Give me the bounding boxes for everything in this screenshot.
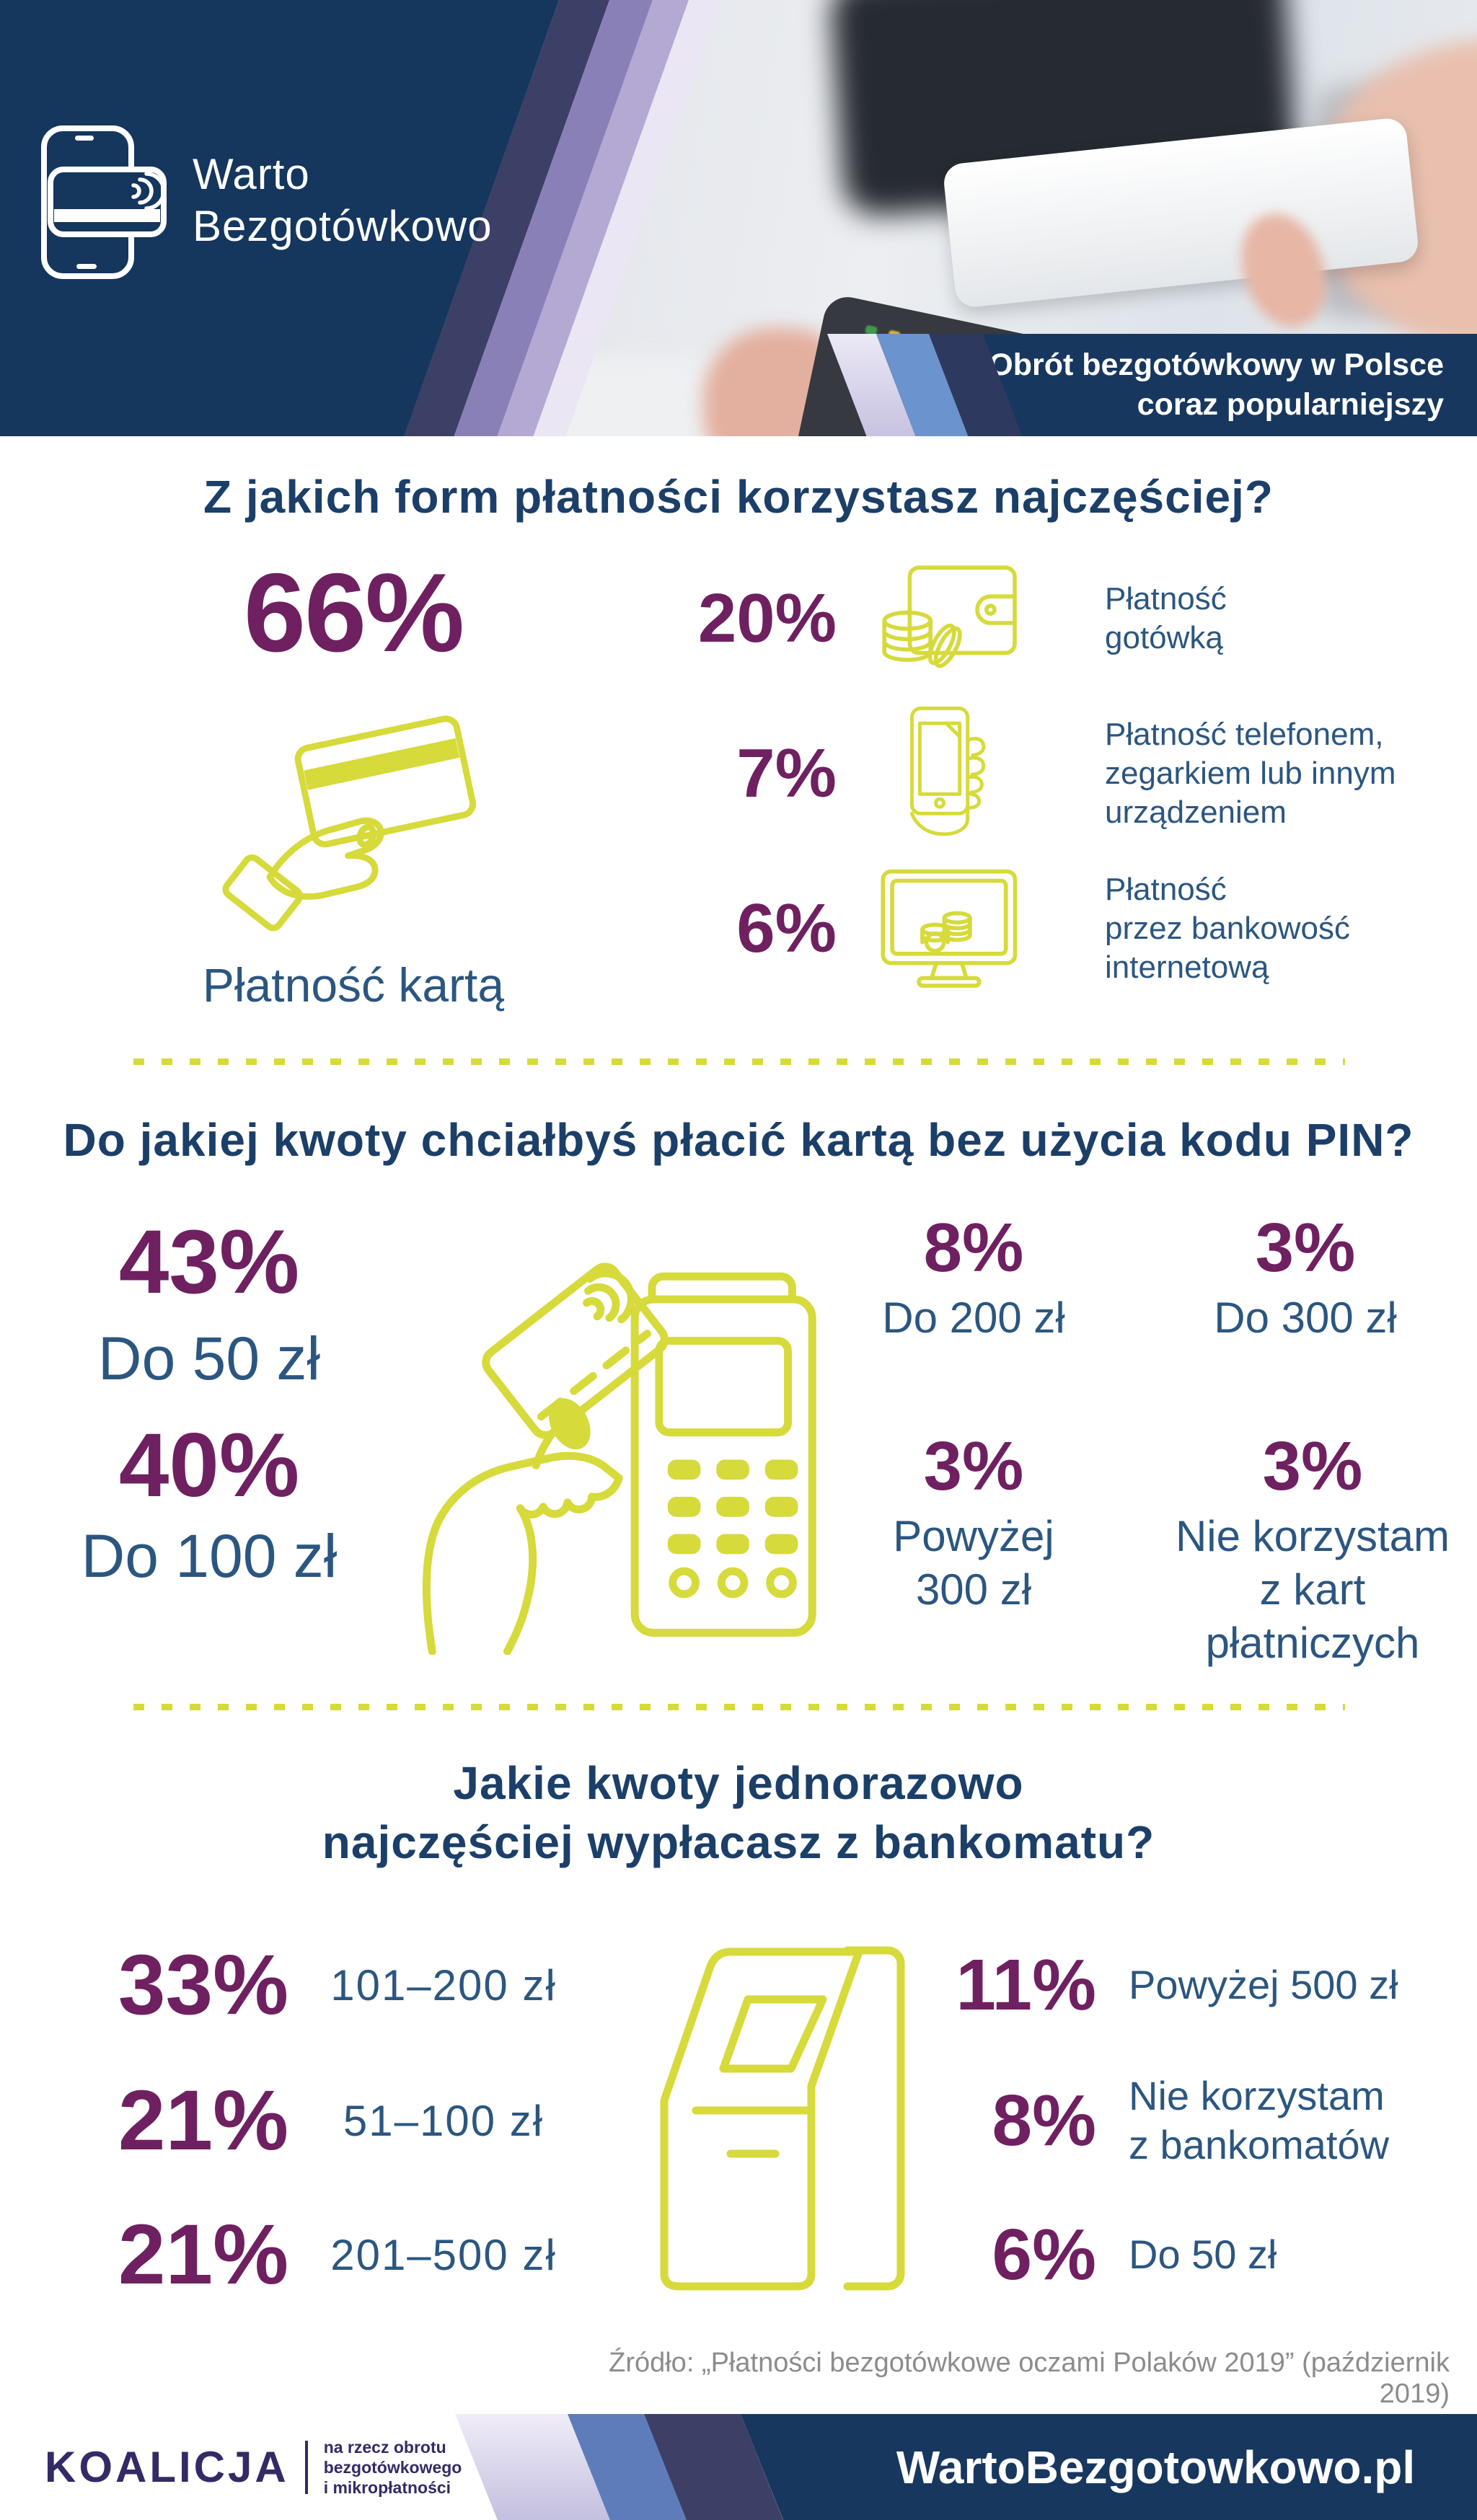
stat-nocards-value: 3% bbox=[1262, 1428, 1363, 1505]
dotted-divider-2 bbox=[133, 1704, 1345, 1710]
stat-atmover500-label: Powyżej 500 zł bbox=[1129, 1962, 1398, 2007]
koalicja-subtitle: na rzecz obrotu bezgotówkowego i mikropł… bbox=[323, 2437, 462, 2497]
atm-icon bbox=[660, 1946, 905, 2291]
stat-pin200-value: 8% bbox=[923, 1209, 1024, 1286]
stat-online-label: Płatność przez bankowość internetową bbox=[1105, 871, 1350, 985]
stat-pin300-label: Do 300 zł bbox=[1214, 1294, 1397, 1342]
stat-pin100-label: Do 100 zł bbox=[81, 1522, 338, 1590]
q2-cell-over300: 3% Powyżej 300 zł bbox=[829, 1426, 1118, 1617]
stat-atm51-value: 21% bbox=[118, 2073, 288, 2168]
phone-speaker-notch bbox=[75, 136, 94, 141]
stat-cash-value: 20% bbox=[697, 580, 837, 657]
q3-row-over500: 11% Powyżej 500 zł bbox=[923, 1924, 1471, 2046]
koalicja-wordmark: KOALICJA bbox=[45, 2443, 289, 2491]
stat-online-value: 6% bbox=[736, 889, 837, 967]
online-banking-monitor-icon bbox=[880, 869, 1017, 988]
contactless-waves-icon bbox=[131, 172, 166, 211]
stat-noatm-label: Nie korzystam z bankomatów bbox=[1129, 2073, 1390, 2167]
q2-cell-300: 3% Do 300 zł bbox=[1161, 1208, 1450, 1345]
q1-row-phone: 7% Płatność telefonem, zegarkiem lub inn… bbox=[620, 698, 1450, 849]
header: Warto Bezgotówkowo Obrót bezgotówkowy w … bbox=[0, 0, 1477, 436]
stat-atm101-value: 33% bbox=[118, 1937, 288, 2033]
website-url: WartoBezgotowkowo.pl bbox=[896, 2441, 1416, 2493]
phone-in-hand-icon bbox=[909, 706, 986, 836]
logo-line1: Warto bbox=[193, 150, 310, 198]
q2-cell-200: 8% Do 200 zł bbox=[829, 1208, 1118, 1345]
footer-navy-bar: WartoBezgotowkowo.pl bbox=[741, 2414, 1477, 2520]
stat-pin200-label: Do 200 zł bbox=[882, 1294, 1065, 1342]
q1-row-online-banking: 6% Płatność bbox=[620, 854, 1450, 1002]
stat-pin50-value: 43% bbox=[118, 1212, 300, 1312]
logo-wordmark: Warto Bezgotówkowo bbox=[193, 149, 493, 252]
question2-heading: Do jakiej kwoty chciałbyś płacić kartą b… bbox=[63, 1114, 1414, 1166]
stat-phone-label: Płatność telefonem, zegarkiem lub innym … bbox=[1105, 717, 1396, 830]
q3-row-51-100: 21% 51–100 zł bbox=[50, 2059, 599, 2182]
stat-atm201-value: 21% bbox=[118, 2207, 288, 2302]
stat-pin100-value: 40% bbox=[118, 1415, 300, 1516]
banner-line2: coraz popularniejszy bbox=[1137, 387, 1444, 422]
q3-row-upto50: 6% Do 50 zł bbox=[923, 2193, 1471, 2316]
phone-home-notch bbox=[76, 264, 97, 269]
stat-card-payment-label: Płatność kartą bbox=[202, 958, 505, 1012]
q1-row-cash: 20% Płatność gotówką bbox=[620, 554, 1450, 684]
koalicja-divider bbox=[304, 2440, 308, 2494]
q3-row-201-500: 21% 201–500 zł bbox=[50, 2193, 599, 2316]
card-in-hand-icon bbox=[222, 715, 476, 932]
stat-atm201-label: 201–500 zł bbox=[330, 2230, 557, 2279]
logo-card-stripe bbox=[54, 209, 160, 222]
warto-bezgotowkowo-logo-icon bbox=[41, 125, 167, 279]
q2-cell-nocards: 3% Nie korzystam z kart płatniczych bbox=[1154, 1426, 1471, 1670]
q3-row-noatm: 8% Nie korzystam z bankomatów bbox=[923, 2059, 1471, 2182]
stat-pinover300-value: 3% bbox=[923, 1428, 1024, 1505]
dotted-divider-1 bbox=[133, 1058, 1345, 1065]
stat-noatm-value: 8% bbox=[992, 2079, 1096, 2161]
stat-nocards-label: Nie korzystam z kart płatniczych bbox=[1175, 1512, 1450, 1667]
stat-atm101-label: 101–200 zł bbox=[330, 1960, 557, 2010]
stat-card-payment-value: 66% bbox=[243, 550, 464, 675]
stat-cash-label: Płatność gotówką bbox=[1105, 581, 1227, 655]
stat-atm50-value: 6% bbox=[992, 2214, 1096, 2295]
source-note: Źródło: „Płatności bezgotówkowe oczami P… bbox=[609, 2348, 1450, 2409]
stat-pinover300-label: Powyżej 300 zł bbox=[893, 1512, 1054, 1614]
stat-pin300-value: 3% bbox=[1255, 1209, 1356, 1286]
stat-phone-value: 7% bbox=[736, 735, 837, 812]
stat-pin50-label: Do 50 zł bbox=[97, 1325, 321, 1392]
logo-line2: Bezgotówkowo bbox=[193, 202, 493, 250]
stat-atm51-label: 51–100 zł bbox=[343, 2096, 544, 2145]
koalicja-logo: KOALICJA na rzecz obrotu bezgotówkowego … bbox=[45, 2414, 462, 2520]
question1-heading: Z jakich form płatności korzystasz najcz… bbox=[203, 471, 1274, 523]
header-banner: Obrót bezgotówkowy w Polsce coraz popula… bbox=[983, 334, 1477, 436]
banner-line1: Obrót bezgotówkowy w Polsce bbox=[989, 348, 1444, 382]
question3-heading: Jakie kwoty jednorazowo najczęściej wypł… bbox=[322, 1757, 1155, 1868]
contactless-card-terminal-icon bbox=[422, 1263, 816, 1655]
wallet-coins-icon bbox=[882, 565, 1017, 668]
stat-atmover500-value: 11% bbox=[956, 1944, 1096, 2025]
stat-atm50-label: Do 50 zł bbox=[1129, 2232, 1277, 2277]
q3-row-101-200: 33% 101–200 zł bbox=[50, 1924, 599, 2046]
